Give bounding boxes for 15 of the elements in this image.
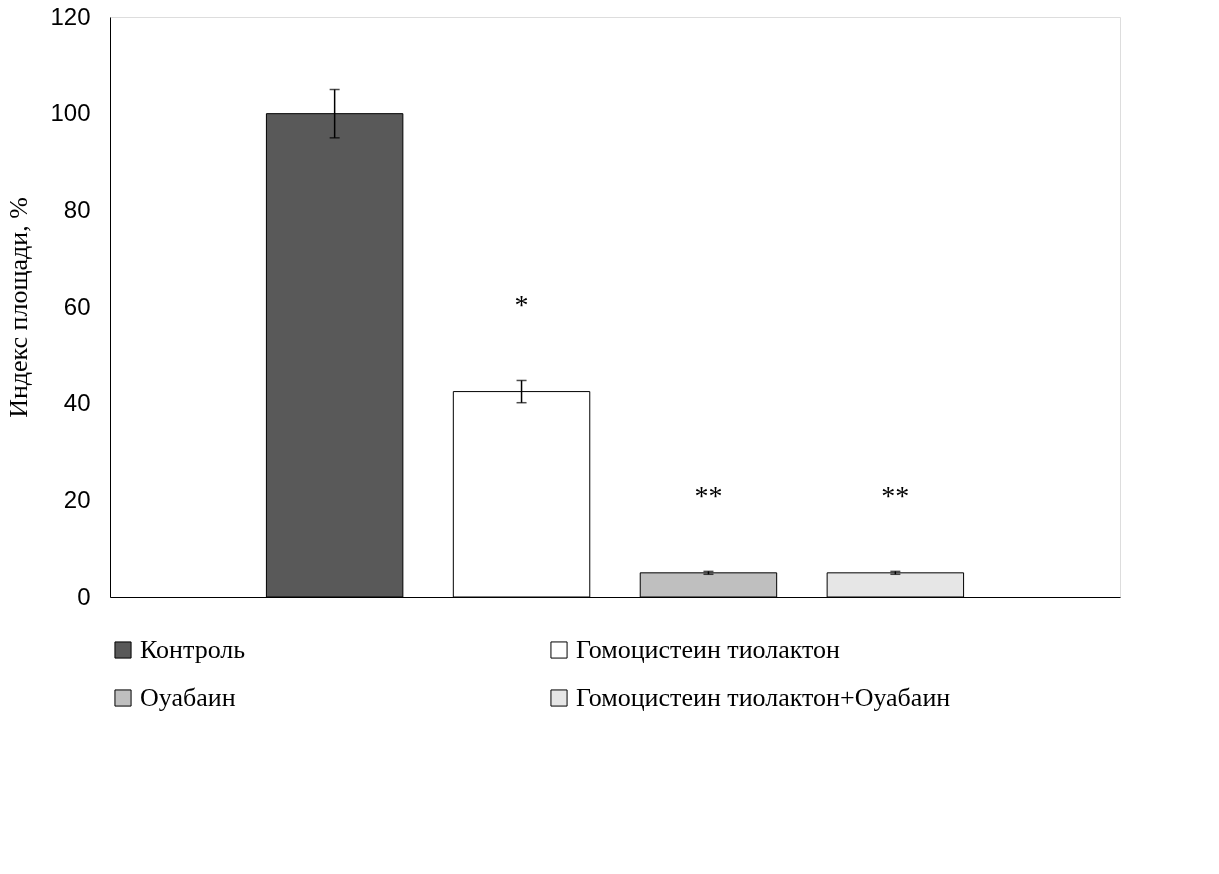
annotation: * <box>514 289 529 321</box>
y-tick-label: 120 <box>50 2 91 30</box>
annotation: ** <box>881 480 910 512</box>
y-tick-label: 40 <box>63 389 91 417</box>
y-tick-label: 100 <box>50 99 91 127</box>
y-tick-label: 60 <box>63 292 91 320</box>
legend-label: Гомоцистеин тиолактон <box>576 635 841 664</box>
legend-label: Гомоцистеин тиолактон+Оуабаин <box>576 683 951 712</box>
y-axis-title: Индекс площади, % <box>4 197 34 418</box>
y-tick-label: 20 <box>63 485 91 513</box>
legend-label: Контроль <box>140 635 246 664</box>
y-tick-label: 0 <box>77 582 91 610</box>
legend-label: Оуабаин <box>140 683 236 712</box>
annotation: ** <box>694 480 723 512</box>
y-tick-label: 80 <box>63 195 91 223</box>
